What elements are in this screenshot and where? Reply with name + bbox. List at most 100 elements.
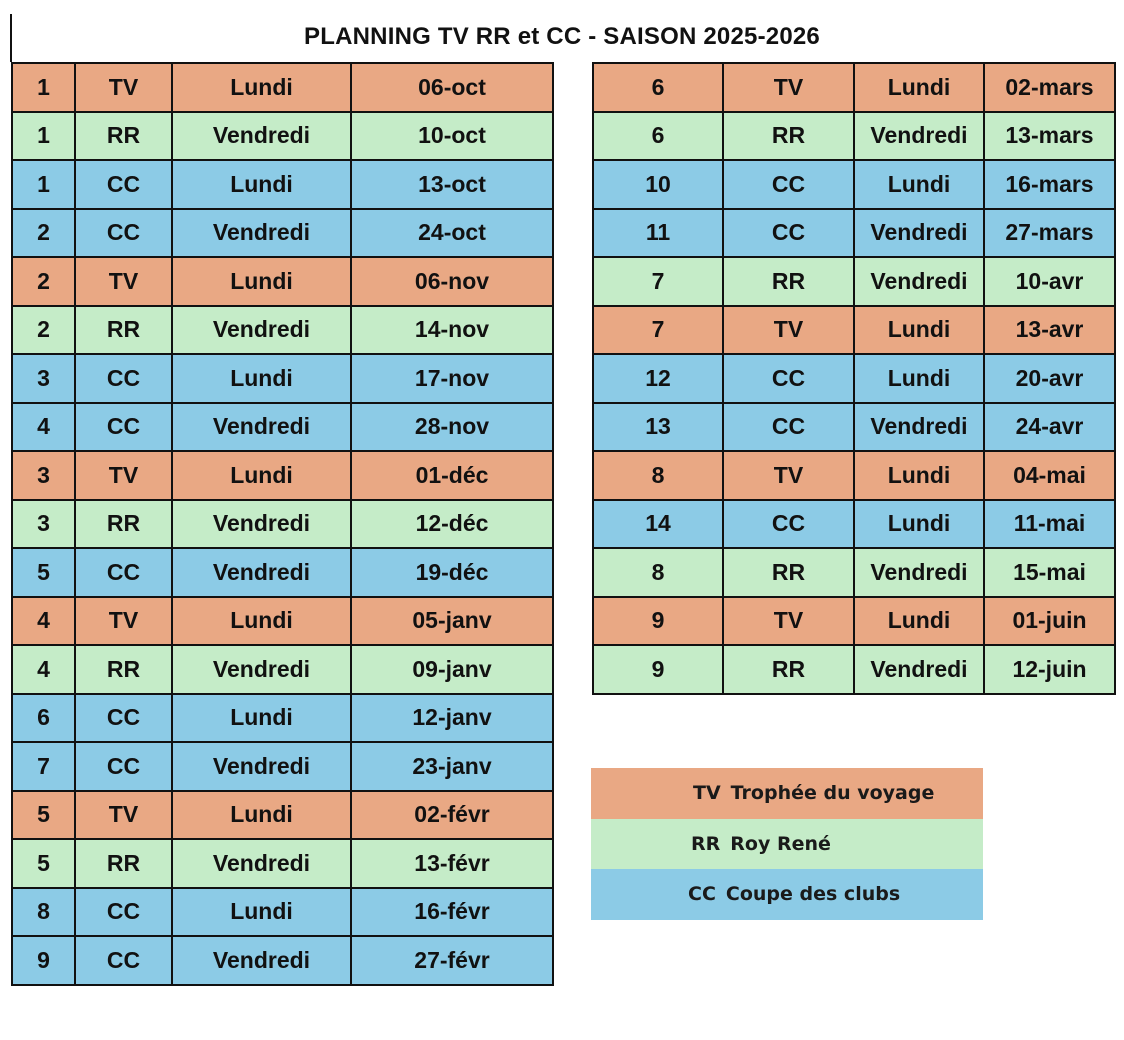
cell-day: Lundi	[171, 789, 352, 840]
cell-date: 13-avr	[983, 304, 1116, 355]
cell-number: 7	[11, 741, 76, 792]
cell-date: 27-févr	[350, 935, 554, 986]
cell-date: 12-déc	[350, 498, 554, 549]
schedule-row: 3 TV Lundi 01-déc	[11, 450, 554, 501]
cell-date: 24-oct	[350, 207, 554, 258]
cell-day: Vendredi	[171, 401, 352, 452]
cell-competition: CC	[722, 353, 855, 404]
cell-number: 8	[11, 886, 76, 937]
cell-competition: RR	[74, 304, 173, 355]
cell-date: 10-avr	[983, 256, 1116, 307]
cell-date: 14-nov	[350, 304, 554, 355]
cell-date: 02-mars	[983, 62, 1116, 113]
cell-number: 6	[592, 62, 724, 113]
cell-competition: CC	[74, 692, 173, 743]
schedule-row: 9 RR Vendredi 12-juin	[592, 644, 1116, 695]
cell-competition: CC	[74, 159, 173, 210]
cell-date: 04-mai	[983, 450, 1116, 501]
schedule-row: 5 TV Lundi 02-févr	[11, 789, 554, 840]
cell-competition: RR	[74, 644, 173, 695]
cell-day: Lundi	[171, 159, 352, 210]
schedule-row: 6 CC Lundi 12-janv	[11, 692, 554, 743]
cell-competition: TV	[722, 450, 855, 501]
cell-day: Vendredi	[171, 547, 352, 598]
cell-date: 09-janv	[350, 644, 554, 695]
schedule-row: 5 CC Vendredi 19-déc	[11, 547, 554, 598]
cell-day: Lundi	[853, 353, 985, 404]
cell-day: Vendredi	[171, 207, 352, 258]
cell-number: 3	[11, 498, 76, 549]
cell-competition: RR	[74, 838, 173, 889]
cell-date: 16-mars	[983, 159, 1116, 210]
cell-competition: RR	[74, 110, 173, 161]
cell-competition: CC	[74, 207, 173, 258]
cell-number: 8	[592, 450, 724, 501]
legend-item-rr: RR Roy René	[591, 818, 983, 869]
cell-date: 24-avr	[983, 401, 1116, 452]
cell-competition: CC	[722, 159, 855, 210]
cell-number: 9	[11, 935, 76, 986]
cell-day: Lundi	[853, 304, 985, 355]
cell-competition: CC	[74, 935, 173, 986]
cell-date: 01-déc	[350, 450, 554, 501]
cell-date: 13-mars	[983, 110, 1116, 161]
cell-date: 27-mars	[983, 207, 1116, 258]
cell-number: 2	[11, 207, 76, 258]
cell-competition: TV	[74, 595, 173, 646]
cell-day: Lundi	[171, 256, 352, 307]
cell-date: 10-oct	[350, 110, 554, 161]
cell-number: 1	[11, 62, 76, 113]
schedule-row: 4 TV Lundi 05-janv	[11, 595, 554, 646]
cell-date: 11-mai	[983, 498, 1116, 549]
cell-competition: CC	[74, 886, 173, 937]
cell-day: Vendredi	[171, 644, 352, 695]
cell-competition: CC	[74, 401, 173, 452]
cell-number: 8	[592, 547, 724, 598]
schedule-row: 1 TV Lundi 06-oct	[11, 62, 554, 113]
legend: TV Trophée du voyage RR Roy René CC Coup…	[591, 768, 983, 920]
cell-date: 28-nov	[350, 401, 554, 452]
schedule-table-right: 6 TV Lundi 02-mars 6 RR Vendredi 13-mars 10 CC Lun…	[592, 62, 1116, 695]
cell-day: Vendredi	[853, 644, 985, 695]
cell-number: 6	[11, 692, 76, 743]
schedule-row: 14 CC Lundi 11-mai	[592, 498, 1116, 549]
schedule-table-left-body: 1 TV Lundi 06-oct 1 RR Vendredi 10-oct 1 CC Lundi 1…	[11, 62, 554, 986]
cell-day: Lundi	[171, 595, 352, 646]
schedule-row: 5 RR Vendredi 13-févr	[11, 838, 554, 889]
cell-date: 15-mai	[983, 547, 1116, 598]
schedule-row: 11 CC Vendredi 27-mars	[592, 207, 1116, 258]
cell-date: 13-févr	[350, 838, 554, 889]
cell-date: 13-oct	[350, 159, 554, 210]
schedule-row: 3 RR Vendredi 12-déc	[11, 498, 554, 549]
legend-code: RR	[691, 832, 721, 855]
cell-competition: TV	[74, 789, 173, 840]
cell-day: Vendredi	[171, 498, 352, 549]
cell-competition: CC	[722, 207, 855, 258]
cell-date: 20-avr	[983, 353, 1116, 404]
schedule-row: 13 CC Vendredi 24-avr	[592, 401, 1116, 452]
cell-number: 6	[592, 110, 724, 161]
cell-competition: CC	[722, 401, 855, 452]
cell-competition: RR	[722, 110, 855, 161]
cell-competition: TV	[722, 304, 855, 355]
schedule-row: 10 CC Lundi 16-mars	[592, 159, 1116, 210]
schedule-row: 2 CC Vendredi 24-oct	[11, 207, 554, 258]
schedule-row: 8 CC Lundi 16-févr	[11, 886, 554, 937]
cell-competition: TV	[722, 595, 855, 646]
schedule-row: 8 RR Vendredi 15-mai	[592, 547, 1116, 598]
cell-day: Vendredi	[853, 256, 985, 307]
cell-date: 06-oct	[350, 62, 554, 113]
cell-day: Vendredi	[853, 547, 985, 598]
cell-competition: TV	[74, 62, 173, 113]
legend-label: Coupe des clubs	[725, 883, 901, 906]
schedule-row: 3 CC Lundi 17-nov	[11, 353, 554, 404]
schedule-table-left: 1 TV Lundi 06-oct 1 RR Vendredi 10-oct 1 CC Lundi 1…	[11, 62, 554, 986]
schedule-row: 6 TV Lundi 02-mars	[592, 62, 1116, 113]
cell-day: Vendredi	[853, 110, 985, 161]
cell-day: Vendredi	[853, 401, 985, 452]
schedule-row: 6 RR Vendredi 13-mars	[592, 110, 1116, 161]
cell-number: 4	[11, 595, 76, 646]
legend-label: Trophée du voyage	[730, 782, 935, 805]
cell-number: 5	[11, 789, 76, 840]
cell-date: 19-déc	[350, 547, 554, 598]
